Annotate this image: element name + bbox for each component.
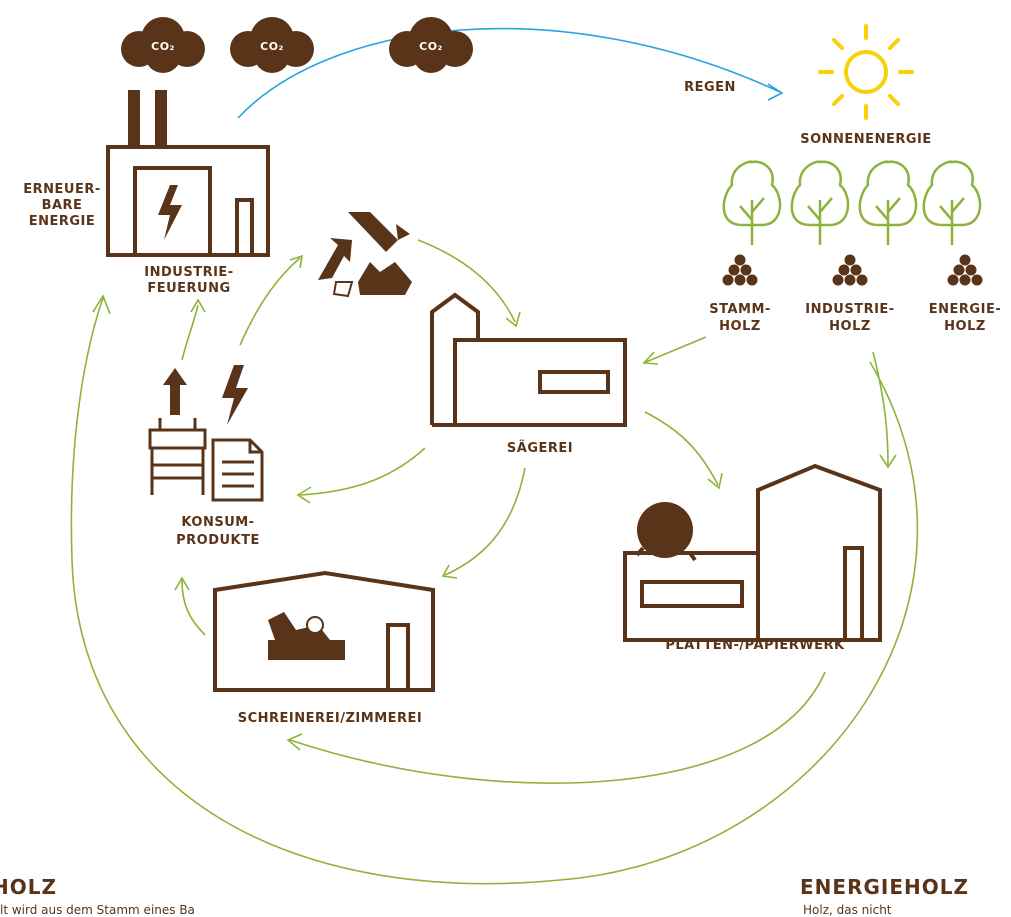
log (851, 265, 862, 276)
tree (860, 162, 916, 245)
label-line: BARE (42, 198, 83, 213)
log (960, 255, 971, 266)
log (857, 275, 868, 286)
log (729, 265, 740, 276)
label: ENERGIE- HOLZ (929, 302, 1001, 334)
label-line: HOLZ (829, 319, 871, 334)
log (747, 275, 758, 286)
board-mill (625, 466, 880, 640)
log (839, 265, 850, 276)
cloud-label: CO₂ (151, 40, 175, 53)
diagram: CO₂CO₂CO₂ STAMM-HOLZINDU (0, 0, 1011, 917)
label-line: STAMM- (709, 302, 771, 317)
cloud-label: CO₂ (419, 40, 443, 53)
co2-clouds: CO₂ CO₂ CO₂ (121, 17, 473, 73)
label: SÄGEREI (507, 440, 573, 456)
label-line: PRODUKTE (176, 533, 260, 548)
label-line: ENERGIE (29, 214, 96, 229)
label: SONNENENERGIE (800, 132, 931, 147)
log (845, 275, 856, 286)
footer-title: ENERGIEHOLZ (800, 875, 969, 899)
label-line: ERNEUER- (23, 182, 101, 197)
label: STAMM- HOLZ (709, 302, 771, 334)
label-line: FEUERUNG (147, 281, 230, 296)
log (741, 265, 752, 276)
co2-cloud: CO₂ (389, 17, 473, 73)
label-line: HOLZ (944, 319, 986, 334)
label-line: KONSUM- (181, 515, 254, 530)
log (735, 275, 746, 286)
log (845, 255, 856, 266)
label-line: INDUSTRIE- (805, 302, 894, 317)
label-line: ENERGIE- (929, 302, 1001, 317)
footer-title: HOLZ (0, 875, 57, 899)
label: INDUSTRIE-FEUERUNG (144, 265, 233, 296)
tree (792, 162, 848, 245)
log (735, 255, 746, 266)
log (972, 275, 983, 286)
log-piles (723, 255, 983, 286)
sawmill (432, 295, 625, 425)
log (948, 275, 959, 286)
recycle-icon (318, 212, 412, 296)
carpentry (215, 573, 433, 690)
consumer-icons (150, 365, 262, 500)
label: PLATTEN-/PAPIERWERK (665, 638, 845, 653)
cycle-arrows (71, 29, 917, 884)
log (723, 275, 734, 286)
log (960, 275, 971, 286)
co2-cloud: CO₂ (121, 17, 205, 73)
co2-cloud: CO₂ (230, 17, 314, 73)
labels: STAMM- HOLZ INDUSTRIE- HOLZ ENERGIE- HOLZ ERNE… (0, 80, 1001, 917)
sun (820, 26, 912, 118)
log (954, 265, 965, 276)
label: REGEN (684, 80, 736, 95)
footer-text: lt wird aus dem Stamm eines Ba (0, 903, 195, 917)
label: INDUSTRIE- HOLZ (805, 302, 894, 334)
log (833, 275, 844, 286)
label: KONSUM- PRODUKTE (176, 515, 260, 548)
log (966, 265, 977, 276)
tree (924, 162, 980, 245)
label-line: INDUSTRIE- (144, 265, 233, 280)
label: SCHREINEREI/ZIMMEREI (238, 711, 423, 726)
cloud-label: CO₂ (260, 40, 284, 53)
tree (724, 162, 780, 245)
factory (108, 90, 268, 255)
label-line: HOLZ (719, 319, 761, 334)
trees (724, 162, 980, 245)
footer-text: Holz, das nicht (803, 903, 892, 917)
